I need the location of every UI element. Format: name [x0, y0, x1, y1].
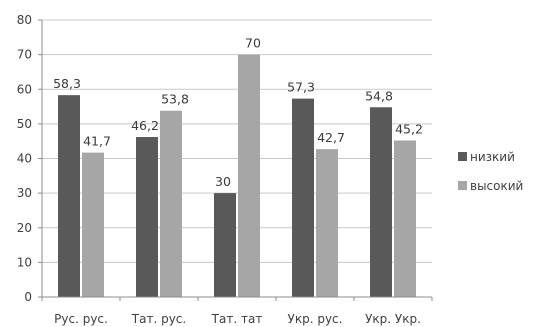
data-label: 46,2: [131, 118, 159, 133]
legend: низкий высокий: [458, 150, 523, 193]
data-label: 41,7: [83, 134, 111, 149]
data-label: 53,8: [161, 92, 189, 107]
y-tick-label: 20: [17, 221, 32, 235]
data-label: 30: [215, 174, 231, 189]
x-tick-label: Тат. тат: [211, 312, 263, 326]
y-axis: 0 10 20 30 40 50 60 70 80: [17, 13, 43, 304]
x-tick-label: Рус. рус.: [54, 312, 108, 326]
legend-swatch-low: [458, 152, 467, 161]
bar-high: [238, 54, 260, 297]
x-tick-label: Тат. рус.: [131, 312, 186, 326]
gridlines: [42, 19, 432, 298]
y-tick-label: 70: [17, 48, 32, 62]
data-label: 54,8: [365, 88, 393, 103]
bars: [58, 54, 416, 297]
y-tick-label: 10: [17, 255, 32, 269]
data-label: 57,3: [287, 80, 315, 95]
x-tick-label: Укр. рус.: [288, 312, 343, 326]
data-label: 42,7: [317, 130, 345, 145]
y-tick-label: 60: [17, 82, 32, 96]
bar-low: [370, 107, 392, 297]
y-tick-label: 40: [17, 152, 32, 166]
bar-high: [160, 110, 182, 297]
bar-high: [82, 152, 104, 297]
bar-low: [136, 137, 158, 297]
bar-low: [214, 193, 236, 297]
data-label: 58,3: [53, 76, 81, 91]
data-label: 45,2: [395, 121, 423, 136]
bar-high: [394, 140, 416, 297]
legend-label: низкий: [470, 150, 515, 164]
y-tick-label: 0: [24, 290, 32, 304]
legend-swatch-high: [458, 181, 467, 190]
y-tick-label: 30: [17, 186, 32, 200]
data-labels: 58,3 41,7 46,253,8 30 70 57,3 42,7 54,8 45,2: [53, 36, 423, 190]
bar-low: [292, 98, 314, 297]
bar-low: [58, 95, 80, 297]
y-tick-label: 50: [17, 117, 32, 131]
legend-label: высокий: [470, 179, 523, 193]
bar-high: [316, 149, 338, 297]
data-label: 70: [245, 36, 261, 51]
x-axis: Рус. рус. Тат. рус. Тат. тат Укр. рус. Укр. …: [41, 296, 433, 326]
x-tick-label: Укр. Укр.: [365, 312, 421, 326]
y-tick-label: 80: [17, 13, 32, 27]
